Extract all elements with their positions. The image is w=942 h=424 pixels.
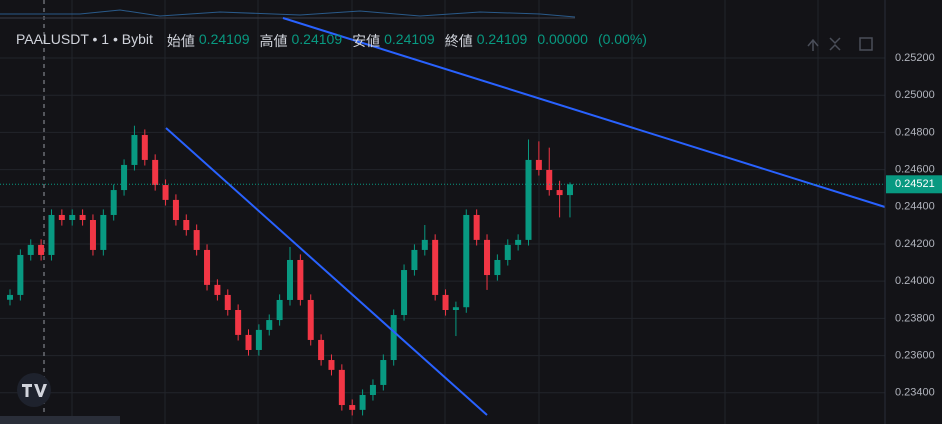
candle-body — [297, 259, 304, 300]
candle-body — [286, 259, 293, 300]
candle-body — [307, 299, 314, 340]
candle-body — [255, 329, 262, 350]
candle-body — [162, 185, 169, 200]
candle-body — [463, 214, 470, 308]
candle-body — [369, 384, 376, 395]
y-tick-label: 0.23600 — [895, 349, 935, 361]
candle-body — [566, 184, 573, 196]
candle-body — [110, 190, 117, 215]
candle-body — [473, 214, 480, 240]
tradingview-logo — [17, 373, 51, 407]
ohlc-label: 終値 — [444, 33, 473, 49]
candle-body — [432, 239, 439, 295]
candle-body — [359, 394, 366, 410]
candle-body — [442, 294, 449, 311]
y-tick-label: 0.25200 — [895, 52, 935, 64]
y-tick-label: 0.24800 — [895, 126, 935, 138]
candle-body — [328, 360, 335, 370]
y-tick-label: 0.25000 — [895, 89, 935, 101]
horizontal-grid — [0, 57, 885, 394]
change-percent: (0.00%) — [597, 31, 647, 47]
ohlc-value: 0.24109 — [476, 31, 528, 47]
y-tick-label: 0.23400 — [895, 387, 935, 399]
ohlc-label: 高値 — [259, 33, 288, 49]
candle-body — [245, 334, 252, 350]
candle-body — [504, 244, 511, 260]
candle-body — [235, 310, 242, 335]
candle-body — [380, 360, 387, 385]
candle-body — [525, 159, 532, 240]
candle-body — [411, 249, 418, 271]
candle-body — [152, 159, 159, 186]
candle-body — [17, 254, 24, 295]
candle-body — [69, 214, 76, 220]
candle-body — [556, 190, 563, 196]
candle-body — [494, 259, 501, 276]
candle-body — [172, 199, 179, 220]
candle-body — [266, 320, 273, 330]
trend-line — [165, 127, 488, 416]
ohlc-value: 0.24109 — [198, 31, 250, 47]
candle-body — [204, 249, 211, 285]
candle-body — [421, 239, 428, 250]
toolbar-icons[interactable] — [807, 37, 873, 51]
candle-body — [183, 219, 190, 231]
candle-body — [515, 239, 522, 245]
candle-body — [48, 214, 55, 255]
y-tick-label: 0.24200 — [895, 238, 935, 250]
candle-body — [58, 214, 65, 220]
candle-body — [535, 159, 542, 170]
y-tick-label: 0.24600 — [895, 164, 935, 176]
scrollbar[interactable] — [0, 416, 120, 424]
y-tick-label: 0.24400 — [895, 201, 935, 213]
price-axis: 0.25200 0.25000 0.24800 0.24600 0.24400 0.242… — [0, 52, 942, 399]
candle-body — [38, 244, 45, 255]
y-tick-label: 0.24000 — [895, 275, 935, 287]
ohlc-value: 0.24109 — [291, 31, 343, 47]
candle-body — [318, 339, 325, 361]
candle-body — [7, 294, 13, 300]
candle-body — [27, 244, 34, 255]
last-price-label: 0.24521 — [895, 178, 935, 190]
candle-body — [121, 164, 128, 191]
candle-body — [349, 405, 356, 410]
candle-body — [100, 214, 107, 250]
ohlc-value: 0.24109 — [384, 31, 435, 47]
last-price-tag — [886, 175, 942, 194]
vertical-grid — [71, 0, 819, 424]
candle-body — [193, 230, 200, 250]
candle-body — [214, 284, 221, 295]
candles — [7, 125, 573, 416]
candle-body — [484, 239, 491, 276]
candle-body — [338, 369, 345, 406]
trend-line — [282, 17, 886, 208]
candle-body — [131, 135, 138, 165]
candle-body — [276, 299, 283, 321]
candle-body — [401, 270, 408, 316]
y-tick-label: 0.23800 — [895, 312, 935, 324]
candle-body — [79, 214, 86, 220]
candle-body — [390, 315, 397, 361]
symbol: PAALUSDT • 1 • Bybit — [16, 31, 153, 47]
candle-body — [452, 307, 459, 311]
candle-body — [89, 219, 96, 250]
candle-body — [141, 135, 148, 160]
ohlc-label: 始値 — [166, 33, 195, 49]
candle-body — [546, 169, 553, 191]
candle-body — [224, 294, 231, 311]
legend: PAALUSDT • 1 • Bybit 始値 0.24109 高値 0.24109… — [16, 31, 653, 51]
volume-strip — [0, 9, 576, 19]
ohlc-label: 安値 — [352, 33, 381, 49]
change: 0.00000 — [537, 31, 588, 47]
